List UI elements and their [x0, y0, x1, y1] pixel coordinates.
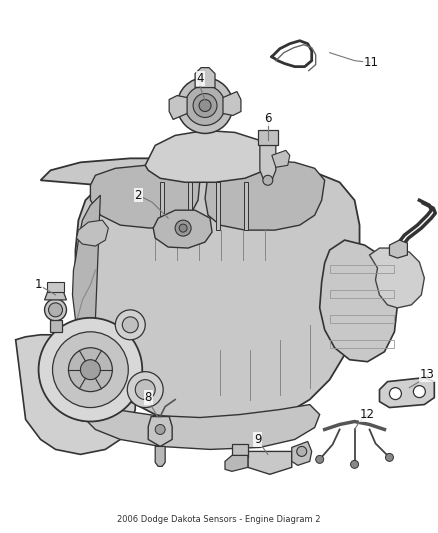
Circle shape	[389, 387, 401, 400]
Polygon shape	[169, 95, 187, 119]
Polygon shape	[49, 320, 61, 332]
Circle shape	[193, 94, 217, 117]
Circle shape	[175, 220, 191, 236]
Circle shape	[316, 455, 324, 463]
Polygon shape	[148, 416, 172, 447]
Polygon shape	[205, 160, 325, 230]
Polygon shape	[45, 292, 67, 300]
Polygon shape	[90, 165, 200, 228]
Polygon shape	[145, 131, 270, 182]
Circle shape	[179, 224, 187, 232]
Text: 12: 12	[360, 408, 375, 421]
Polygon shape	[248, 451, 292, 474]
Polygon shape	[72, 195, 100, 340]
Polygon shape	[389, 240, 407, 258]
Text: 2: 2	[134, 189, 142, 201]
Polygon shape	[41, 158, 360, 424]
Text: 13: 13	[420, 368, 435, 381]
Polygon shape	[160, 182, 164, 230]
Polygon shape	[244, 182, 248, 230]
Polygon shape	[258, 131, 278, 146]
Circle shape	[45, 299, 67, 321]
Polygon shape	[320, 240, 397, 362]
Polygon shape	[155, 447, 165, 466]
Circle shape	[127, 372, 163, 408]
Text: 9: 9	[254, 433, 261, 446]
Circle shape	[297, 447, 307, 456]
Polygon shape	[195, 68, 215, 87]
Circle shape	[177, 78, 233, 133]
Text: 1: 1	[35, 278, 42, 292]
Circle shape	[122, 317, 138, 333]
Circle shape	[53, 332, 128, 408]
Text: 4: 4	[196, 72, 204, 85]
Polygon shape	[16, 335, 135, 455]
Polygon shape	[216, 182, 220, 230]
Circle shape	[115, 310, 145, 340]
Polygon shape	[77, 220, 108, 246]
Polygon shape	[370, 248, 424, 308]
Circle shape	[199, 100, 211, 111]
Polygon shape	[292, 441, 312, 465]
Polygon shape	[260, 146, 276, 180]
Circle shape	[135, 379, 155, 400]
Polygon shape	[81, 405, 320, 449]
Polygon shape	[232, 445, 248, 457]
Circle shape	[263, 175, 273, 185]
Circle shape	[81, 360, 100, 379]
Circle shape	[68, 348, 112, 392]
Circle shape	[49, 303, 63, 317]
Text: 8: 8	[145, 391, 152, 404]
Text: 6: 6	[264, 112, 272, 125]
Circle shape	[385, 454, 393, 462]
Text: 2006 Dodge Dakota Sensors - Engine Diagram 2: 2006 Dodge Dakota Sensors - Engine Diagr…	[117, 515, 321, 524]
Polygon shape	[188, 182, 192, 230]
Circle shape	[350, 461, 359, 469]
Polygon shape	[272, 150, 290, 167]
Polygon shape	[379, 378, 434, 408]
Polygon shape	[46, 282, 64, 292]
Circle shape	[185, 86, 225, 125]
Polygon shape	[223, 92, 241, 116]
Polygon shape	[225, 455, 248, 471]
Circle shape	[39, 318, 142, 422]
Text: 11: 11	[364, 56, 379, 69]
Circle shape	[155, 424, 165, 434]
Circle shape	[413, 385, 425, 398]
Polygon shape	[153, 210, 212, 248]
